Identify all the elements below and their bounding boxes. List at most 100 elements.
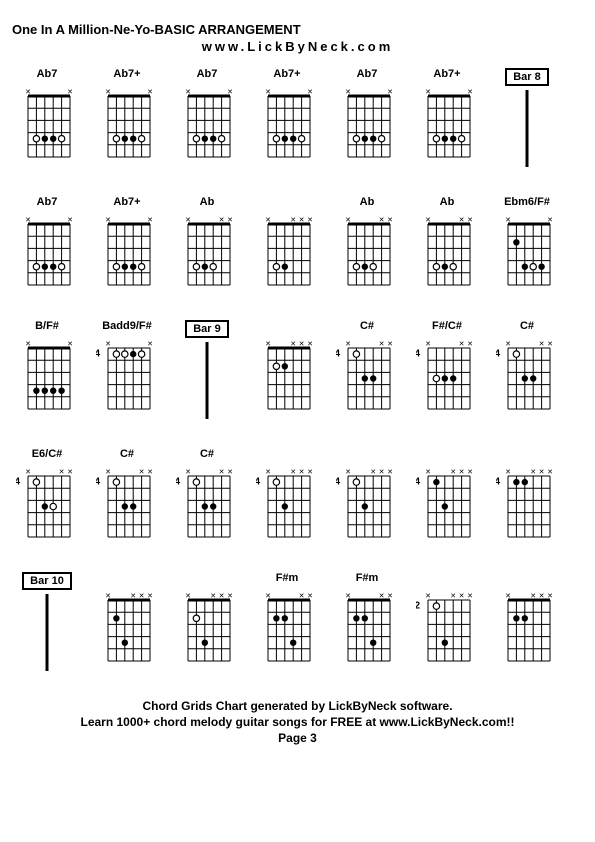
svg-text:✕: ✕ [467, 593, 473, 600]
svg-text:✕: ✕ [147, 217, 153, 224]
chord-cell: C#4✕✕✕ [332, 320, 402, 422]
svg-text:✕: ✕ [227, 217, 233, 224]
bar-label: Bar 9 [185, 320, 229, 338]
svg-text:✕: ✕ [467, 217, 473, 224]
svg-text:✕: ✕ [379, 217, 385, 224]
chord-name: Ab7+ [113, 68, 140, 82]
bar-line [44, 592, 50, 678]
svg-text:✕: ✕ [387, 469, 393, 476]
svg-text:✕: ✕ [505, 469, 511, 476]
svg-text:✕: ✕ [227, 89, 233, 96]
svg-text:✕: ✕ [530, 469, 536, 476]
svg-text:✕: ✕ [210, 593, 216, 600]
svg-text:✕: ✕ [345, 217, 351, 224]
bar-marker: Bar 8 [492, 68, 562, 174]
svg-text:✕: ✕ [425, 89, 431, 96]
chord-name [285, 320, 288, 334]
page-footer: Chord Grids Chart generated by LickByNec… [12, 698, 583, 747]
chord-diagram: ✕✕ [16, 212, 78, 298]
chord-name: Ab [200, 196, 215, 210]
svg-text:✕: ✕ [147, 341, 153, 348]
chord-diagram: ✕✕ [256, 84, 318, 170]
page-title: One In A Million-Ne-Yo-BASIC ARRANGEMENT [12, 22, 583, 37]
chord-name: Badd9/F# [102, 320, 152, 334]
chord-name: Ab7+ [113, 196, 140, 210]
chord-cell: 2✕✕✕✕ [412, 572, 482, 674]
chord-cell: Badd9/F#4✕✕ [92, 320, 162, 422]
svg-text:✕: ✕ [547, 469, 553, 476]
chord-cell: 4✕✕✕✕ [492, 448, 562, 550]
chord-name: C# [120, 448, 134, 462]
svg-text:✕: ✕ [425, 341, 431, 348]
chord-cell: Ab7✕✕ [12, 68, 82, 170]
chord-cell: 4✕✕✕✕ [252, 448, 322, 550]
chord-cell: ✕✕✕✕ [92, 572, 162, 674]
svg-text:✕: ✕ [539, 593, 545, 600]
svg-text:✕: ✕ [25, 89, 31, 96]
chord-name [445, 448, 448, 462]
svg-text:✕: ✕ [299, 341, 305, 348]
chord-diagram: ✕✕ [16, 84, 78, 170]
chord-cell: E6/C#4✕✕✕ [12, 448, 82, 550]
chord-diagram: ✕✕✕ [336, 212, 398, 298]
chord-grid: Ab7✕✕Ab7+✕✕Ab7✕✕Ab7+✕✕Ab7✕✕Ab7+✕✕Bar 8Ab… [12, 68, 583, 678]
bar-line [524, 88, 530, 174]
chord-cell: F#/C#4✕✕✕ [412, 320, 482, 422]
svg-text:✕: ✕ [505, 341, 511, 348]
chord-name: F#m [276, 572, 299, 586]
svg-text:✕: ✕ [59, 469, 65, 476]
svg-text:✕: ✕ [147, 593, 153, 600]
svg-text:✕: ✕ [265, 593, 271, 600]
svg-text:✕: ✕ [387, 89, 393, 96]
chord-name [525, 448, 528, 462]
svg-text:✕: ✕ [105, 469, 111, 476]
chord-cell: Ab7+✕✕ [92, 68, 162, 170]
svg-text:✕: ✕ [547, 593, 553, 600]
svg-text:4: 4 [336, 477, 340, 488]
svg-text:✕: ✕ [67, 89, 73, 96]
svg-text:4: 4 [496, 477, 500, 488]
svg-text:✕: ✕ [25, 341, 31, 348]
chord-cell: ✕✕✕✕ [252, 196, 322, 298]
chord-diagram: ✕✕✕✕ [496, 588, 558, 674]
chord-name: Ab7 [357, 68, 378, 82]
svg-text:✕: ✕ [67, 217, 73, 224]
chord-diagram: 4✕✕✕ [336, 336, 398, 422]
svg-text:✕: ✕ [25, 217, 31, 224]
svg-text:✕: ✕ [539, 469, 545, 476]
svg-text:✕: ✕ [307, 593, 313, 600]
svg-text:✕: ✕ [467, 89, 473, 96]
chord-diagram: 2✕✕✕✕ [416, 588, 478, 674]
svg-text:✕: ✕ [130, 593, 136, 600]
svg-text:✕: ✕ [147, 89, 153, 96]
chord-cell: B/F#✕✕ [12, 320, 82, 422]
chord-name [205, 572, 208, 586]
svg-text:4: 4 [416, 477, 420, 488]
svg-text:✕: ✕ [307, 469, 313, 476]
page-subtitle: www.LickByNeck.com [12, 39, 583, 54]
chord-diagram: ✕✕ [96, 212, 158, 298]
chord-cell: C#4✕✕✕ [172, 448, 242, 550]
footer-line1: Chord Grids Chart generated by LickByNec… [12, 698, 583, 714]
chord-name [125, 572, 128, 586]
svg-text:✕: ✕ [459, 341, 465, 348]
chord-diagram: ✕✕✕✕ [256, 336, 318, 422]
chord-row: Bar 10 ✕✕✕✕ ✕✕✕✕F#m✕✕✕F#m✕✕✕ 2✕✕✕✕ ✕✕✕✕ [12, 572, 583, 678]
svg-text:4: 4 [336, 349, 340, 360]
chord-row: Ab7✕✕Ab7+✕✕Ab7✕✕Ab7+✕✕Ab7✕✕Ab7+✕✕Bar 8 [12, 68, 583, 174]
svg-text:✕: ✕ [387, 341, 393, 348]
svg-text:✕: ✕ [370, 469, 376, 476]
chord-row: B/F#✕✕Badd9/F#4✕✕Bar 9 ✕✕✕✕C#4✕✕✕F#/C#4✕… [12, 320, 583, 426]
chord-diagram: ✕✕✕ [416, 212, 478, 298]
chord-diagram: 4✕✕✕ [416, 336, 478, 422]
svg-text:✕: ✕ [185, 217, 191, 224]
bar-marker: Bar 9 [172, 320, 242, 426]
chord-cell: F#m✕✕✕ [332, 572, 402, 674]
svg-text:✕: ✕ [387, 593, 393, 600]
chord-diagram: ✕✕ [416, 84, 478, 170]
svg-text:✕: ✕ [265, 469, 271, 476]
chord-diagram: ✕✕✕✕ [176, 588, 238, 674]
chord-name: Ab7 [37, 68, 58, 82]
chord-name: Ab [440, 196, 455, 210]
svg-text:✕: ✕ [265, 217, 271, 224]
